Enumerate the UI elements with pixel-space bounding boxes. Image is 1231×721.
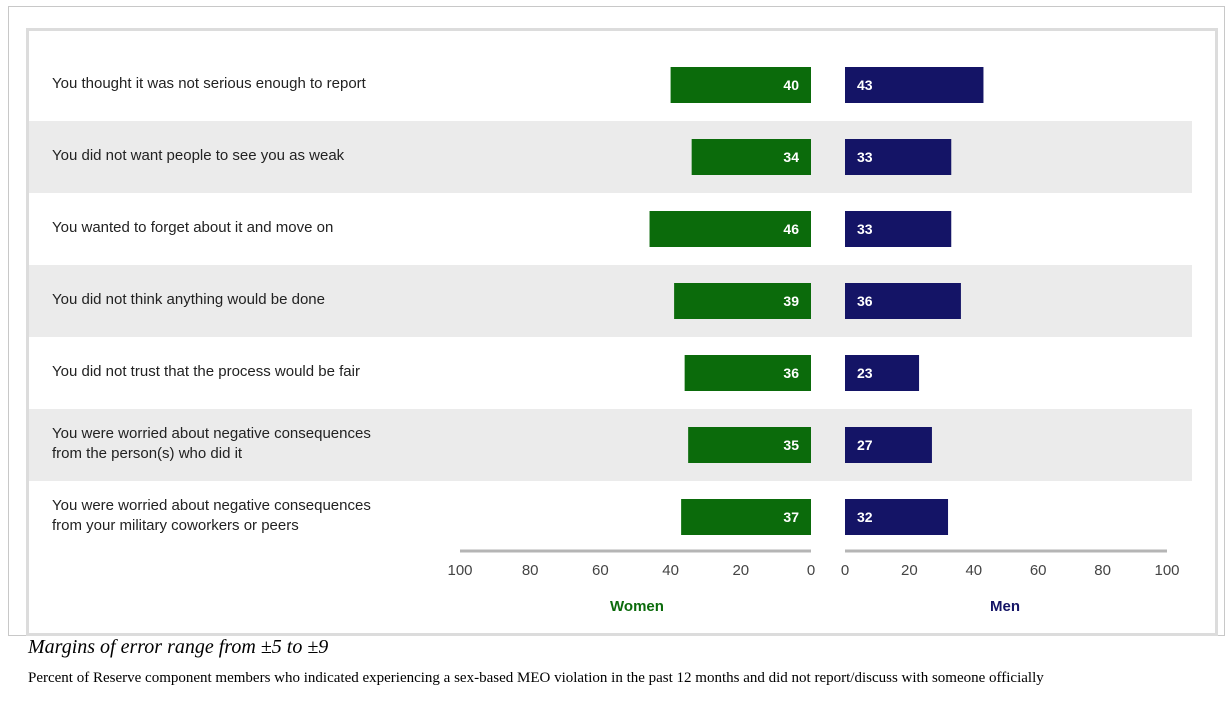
women-series-label: Women bbox=[610, 598, 664, 615]
category-label: You did not want people to see you as we… bbox=[52, 147, 345, 164]
row-stripe bbox=[29, 121, 1192, 193]
women-value-label: 34 bbox=[783, 149, 799, 165]
margins-of-error-text: Margins of error range from ±5 to ±9 bbox=[28, 636, 329, 658]
category-label: You were worried about negative conseque… bbox=[52, 497, 371, 534]
men-tick-label: 20 bbox=[901, 562, 918, 579]
women-tick-label: 40 bbox=[662, 562, 679, 579]
row-stripe bbox=[29, 265, 1192, 337]
women-bar bbox=[649, 211, 811, 247]
men-bar bbox=[845, 139, 952, 175]
women-value-label: 40 bbox=[783, 77, 799, 93]
women-bar bbox=[681, 499, 811, 535]
men-tick-label: 0 bbox=[841, 562, 849, 579]
women-value-label: 46 bbox=[783, 221, 799, 237]
category-label: You were worried about negative conseque… bbox=[52, 425, 371, 462]
women-tick-label: 0 bbox=[807, 562, 815, 579]
men-bar bbox=[845, 67, 984, 103]
women-tick-label: 100 bbox=[447, 562, 472, 579]
chart-panel: You thought it was not serious enough to… bbox=[26, 28, 1218, 636]
category-label: You wanted to forget about it and move o… bbox=[52, 219, 333, 236]
women-tick-label: 60 bbox=[592, 562, 609, 579]
men-bar bbox=[845, 211, 952, 247]
row-stripe bbox=[29, 409, 1192, 481]
men-tick-label: 80 bbox=[1094, 562, 1111, 579]
women-bar bbox=[688, 427, 811, 463]
men-tick-label: 40 bbox=[965, 562, 982, 579]
men-value-label: 32 bbox=[857, 509, 873, 525]
men-value-label: 43 bbox=[857, 77, 873, 93]
men-bar bbox=[845, 427, 932, 463]
women-bar bbox=[684, 355, 811, 391]
men-value-label: 36 bbox=[857, 293, 873, 309]
men-value-label: 27 bbox=[857, 437, 873, 453]
chart-footnote: Percent of Reserve component members who… bbox=[28, 670, 1044, 686]
men-bar bbox=[845, 355, 920, 391]
men-bar bbox=[845, 283, 961, 319]
women-tick-label: 80 bbox=[522, 562, 539, 579]
men-bar bbox=[845, 499, 949, 535]
men-value-label: 33 bbox=[857, 221, 873, 237]
category-label: You did not trust that the process would… bbox=[52, 363, 360, 380]
category-label: You did not think anything would be done bbox=[52, 291, 325, 308]
women-bar bbox=[691, 139, 811, 175]
women-value-label: 36 bbox=[783, 365, 799, 381]
women-tick-label: 20 bbox=[732, 562, 749, 579]
men-value-label: 23 bbox=[857, 365, 873, 381]
women-value-label: 39 bbox=[783, 293, 799, 309]
women-value-label: 35 bbox=[783, 437, 799, 453]
men-tick-label: 60 bbox=[1030, 562, 1047, 579]
women-bar bbox=[674, 283, 811, 319]
butterfly-bar-chart: You thought it was not serious enough to… bbox=[29, 67, 1192, 615]
men-value-label: 33 bbox=[857, 149, 873, 165]
women-bar bbox=[670, 67, 811, 103]
men-tick-label: 100 bbox=[1154, 562, 1179, 579]
women-value-label: 37 bbox=[783, 509, 799, 525]
category-label: You thought it was not serious enough to… bbox=[52, 75, 367, 92]
men-series-label: Men bbox=[990, 598, 1020, 615]
